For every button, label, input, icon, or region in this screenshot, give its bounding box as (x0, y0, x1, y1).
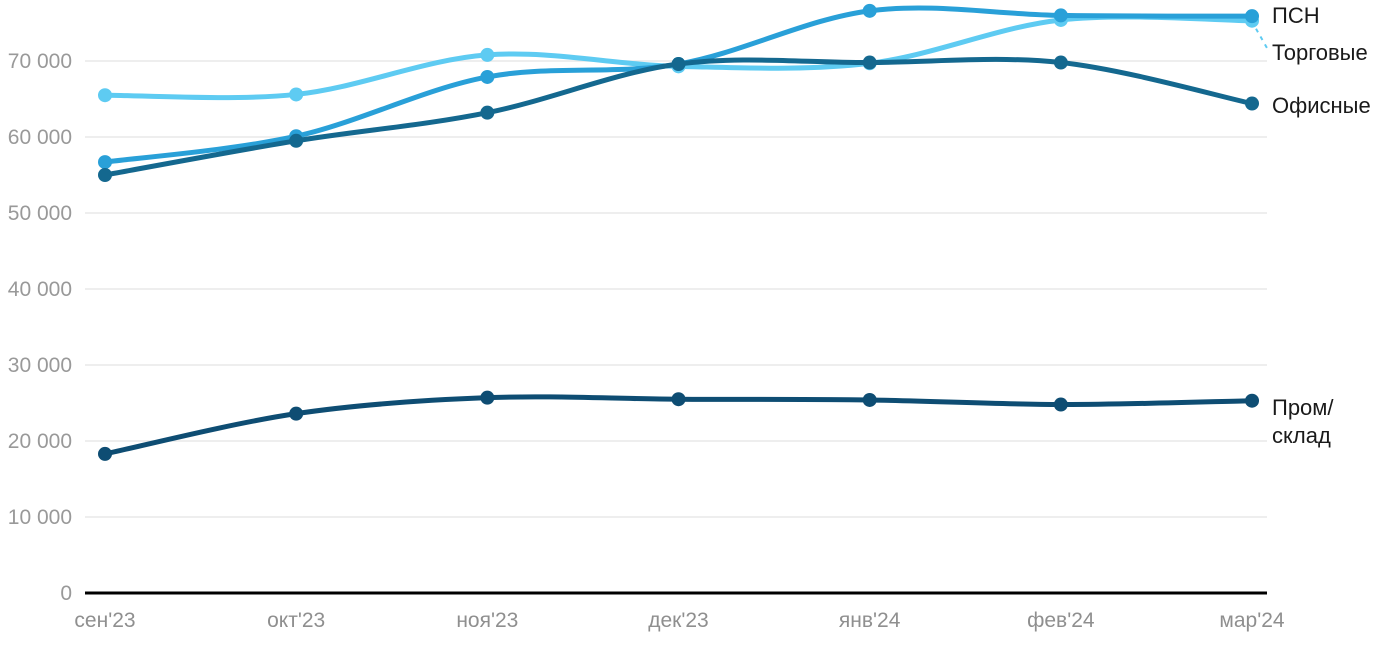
data-point-marker (289, 406, 304, 421)
data-point-marker (1245, 96, 1260, 111)
y-axis-tick-label: 10 000 (8, 506, 72, 529)
data-point-marker (1053, 397, 1068, 412)
y-axis-tick-label: 50 000 (8, 202, 72, 225)
legend-label-line: ПСН (1272, 3, 1320, 28)
legend-label-line: склад (1272, 423, 1331, 448)
series-line-ofisnye (102, 56, 1255, 178)
y-axis-tick-label: 40 000 (8, 278, 72, 301)
data-point-marker (480, 69, 495, 84)
x-axis-tick-label: ноя'23 (456, 609, 518, 632)
y-axis-tick-label: 0 (60, 582, 72, 605)
data-point-marker (289, 133, 304, 148)
data-point-marker (1245, 9, 1260, 24)
y-axis-tick-label: 30 000 (8, 354, 72, 377)
legend-connector-line (1255, 28, 1268, 49)
data-point-marker (862, 3, 877, 18)
legend-label-line: Пром/ (1272, 395, 1334, 420)
data-point-marker (289, 87, 304, 102)
x-axis-tick-label: окт'23 (267, 609, 325, 632)
data-point-marker (671, 392, 686, 407)
legend-label-line: Офисные (1272, 93, 1371, 118)
data-point-marker (480, 47, 495, 62)
legend-label-line: Торговые (1272, 40, 1368, 65)
data-point-marker (98, 168, 112, 182)
data-point-marker (98, 155, 112, 170)
data-point-marker (862, 392, 877, 407)
y-axis-tick-label: 20 000 (8, 430, 72, 453)
legend-label-prom-sklad: Пром/склад (1272, 394, 1334, 450)
data-point-marker (1245, 393, 1260, 408)
data-point-marker (862, 55, 877, 70)
x-axis-tick-label: фев'24 (1027, 609, 1095, 632)
y-axis-tick-label: 60 000 (8, 126, 72, 149)
legend-label-psn: ПСН (1272, 2, 1320, 30)
x-axis-tick-label: дек'23 (648, 609, 709, 632)
data-point-marker (1053, 55, 1068, 70)
legend-label-torgovye: Торговые (1272, 39, 1368, 67)
y-axis-tick-label: 70 000 (8, 50, 72, 73)
x-axis-tick-label: янв'24 (839, 609, 901, 632)
series-line-psn (102, 5, 1255, 165)
data-point-marker (98, 446, 112, 461)
data-point-marker (98, 88, 112, 103)
data-point-marker (480, 390, 495, 405)
legend-label-ofisnye: Офисные (1272, 92, 1371, 120)
x-axis-tick-label: мар'24 (1219, 609, 1284, 632)
data-point-marker (480, 105, 495, 120)
data-point-marker (671, 57, 686, 72)
data-point-marker (1053, 8, 1068, 23)
x-axis-tick-label: сен'23 (74, 609, 135, 632)
